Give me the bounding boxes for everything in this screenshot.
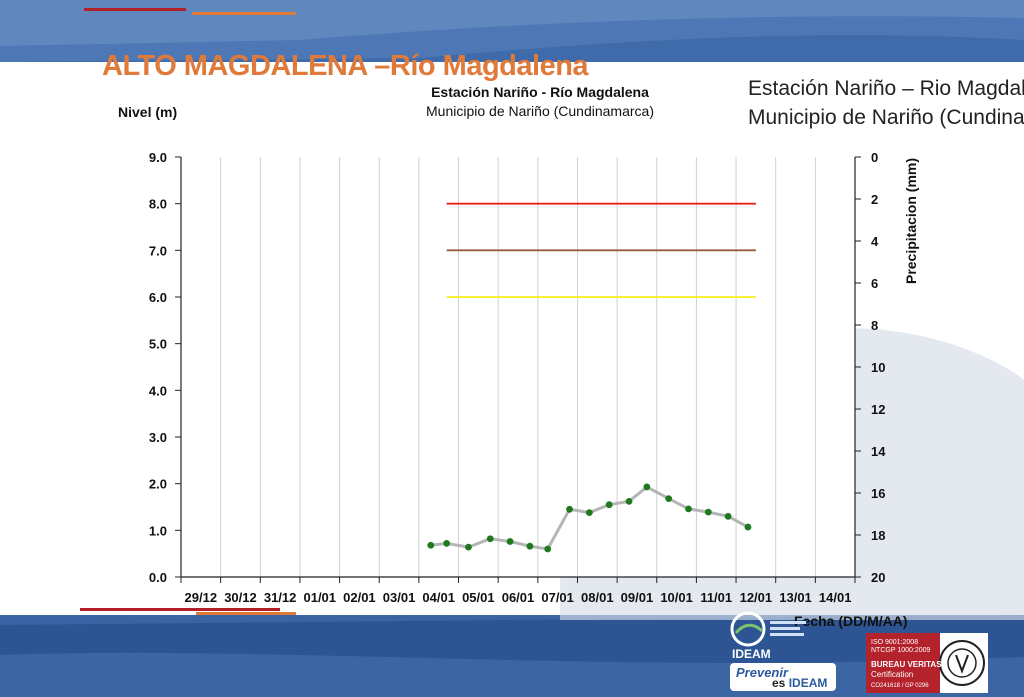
data-point xyxy=(605,501,613,509)
y2-tick-label: 12 xyxy=(871,402,885,417)
prevenir-text: Prevenir xyxy=(736,665,789,680)
x-tick-label: 08/01 xyxy=(581,590,614,605)
x-tick-label: 13/01 xyxy=(779,590,812,605)
x-tick-label: 30/12 xyxy=(224,590,257,605)
y2-tick-label: 6 xyxy=(871,276,878,291)
x-tick-label: 12/01 xyxy=(740,590,773,605)
y2-tick-label: 20 xyxy=(871,570,885,585)
y2-tick-label: 0 xyxy=(871,150,878,165)
y-tick-label: 8.0 xyxy=(149,197,167,212)
x-tick-label: 01/01 xyxy=(303,590,336,605)
data-point xyxy=(544,545,552,553)
y2-tick-label: 16 xyxy=(871,486,885,501)
y2-axis-label: Precipitacion (mm) xyxy=(903,157,919,285)
data-point xyxy=(465,543,472,551)
y-tick-label: 3.0 xyxy=(149,430,167,445)
data-point xyxy=(443,540,451,547)
y-tick-label: 2.0 xyxy=(149,477,167,492)
y-tick-label: 6.0 xyxy=(149,290,167,305)
x-tick-label: 04/01 xyxy=(422,590,455,605)
x-tick-label: 29/12 xyxy=(185,590,218,605)
data-point xyxy=(526,542,534,550)
y-axis-label: Nivel (m) xyxy=(118,104,178,120)
data-point xyxy=(744,523,752,531)
data-point xyxy=(427,541,435,549)
y2-tick-label: 18 xyxy=(871,528,885,543)
bv-certification: Certification xyxy=(871,670,914,679)
data-point xyxy=(486,535,494,543)
y2-tick-label: 14 xyxy=(871,444,886,459)
data-point xyxy=(625,498,633,505)
bv-code: CO241618 / GP 0296 xyxy=(871,683,929,689)
data-point xyxy=(585,509,593,516)
prevenir-badge: Prevenir es IDEAM xyxy=(730,663,836,691)
x-tick-label: 09/01 xyxy=(621,590,654,605)
y-tick-label: 7.0 xyxy=(149,243,167,258)
es-ideam-word: IDEAM xyxy=(788,676,828,690)
bv-iso-line: ISO 9001:2008 xyxy=(871,639,919,646)
x-axis-label: Fecha (DD/M/AA) xyxy=(794,613,908,629)
x-tick-label: 10/01 xyxy=(660,590,693,605)
plot-area xyxy=(181,157,855,577)
y-tick-label: 1.0 xyxy=(149,523,167,538)
x-tick-label: 07/01 xyxy=(541,590,574,605)
chart-subtitle: Municipio de Nariño (Cundinamarca) xyxy=(426,103,654,119)
ideam-emblem-icon xyxy=(730,611,806,647)
data-point xyxy=(566,505,573,513)
y2-tick-label: 2 xyxy=(871,192,878,207)
chart-title: Estación Nariño - Río Magdalena xyxy=(431,84,649,100)
bv-ntcgp-line: NTCGP 1000:2009 xyxy=(871,647,931,654)
es-ideam-text: es IDEAM xyxy=(772,676,827,690)
y-tick-label: 0.0 xyxy=(149,570,167,585)
es-text: es xyxy=(772,676,786,690)
station-caption: Estación Nariño – Rio Magdal Municipio d… xyxy=(748,74,1024,132)
footer-accent-orange xyxy=(196,612,296,615)
y2-tick-label: 8 xyxy=(871,318,878,333)
x-tick-label: 31/12 xyxy=(264,590,297,605)
data-point xyxy=(506,538,514,545)
x-tick-label: 06/01 xyxy=(502,590,535,605)
y-tick-label: 9.0 xyxy=(149,150,167,165)
data-point xyxy=(685,505,692,513)
x-tick-label: 03/01 xyxy=(383,590,416,605)
data-point xyxy=(724,512,732,520)
header-band xyxy=(0,0,1024,62)
bv-name: BUREAU VERITAS xyxy=(871,660,942,669)
data-point xyxy=(665,495,673,502)
station-caption-line1: Estación Nariño – Rio Magdal xyxy=(748,77,1024,100)
footer-accent-red xyxy=(80,608,280,611)
y2-tick-label: 10 xyxy=(871,360,885,375)
ideam-wordmark: IDEAM xyxy=(732,647,771,661)
y-tick-label: 5.0 xyxy=(149,337,167,352)
x-tick-label: 02/01 xyxy=(343,590,376,605)
x-tick-label: 14/01 xyxy=(819,590,852,605)
y-tick-label: 4.0 xyxy=(149,383,167,398)
ideam-logo: IDEAM Prevenir es IDEAM xyxy=(726,607,842,693)
header-decoration xyxy=(0,0,1024,62)
slide-title: ALTO MAGDALENA –Río Magdalena xyxy=(102,50,589,82)
data-point xyxy=(643,483,651,491)
data-point xyxy=(704,508,712,516)
bv-background xyxy=(866,633,985,693)
station-caption-line2: Municipio de Nariño (Cundina xyxy=(748,106,1024,129)
y2-tick-label: 4 xyxy=(871,234,879,249)
x-tick-label: 11/01 xyxy=(700,590,732,605)
x-tick-label: 05/01 xyxy=(462,590,495,605)
bureau-veritas-logo: ISO 9001:2008 NTCGP 1000:2009 BUREAU VER… xyxy=(866,633,988,693)
